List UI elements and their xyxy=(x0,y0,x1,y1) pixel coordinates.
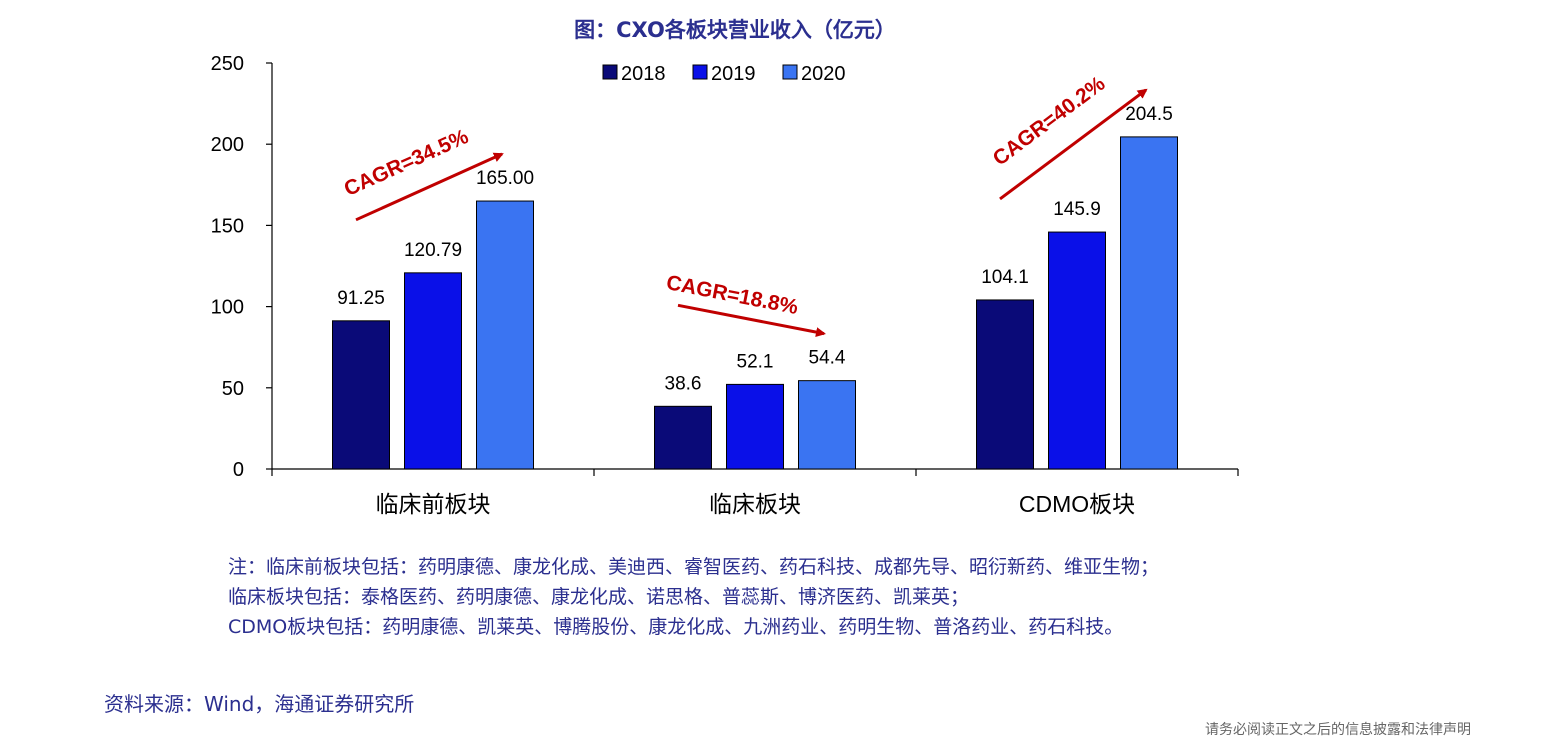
x-tick-label: 临床板块 xyxy=(709,491,801,517)
bar xyxy=(1120,136,1178,470)
bar xyxy=(798,380,856,470)
y-tick-label: 100 xyxy=(211,297,244,319)
cagr-arrow xyxy=(677,303,826,338)
cagr-label: CAGR=18.8% xyxy=(664,271,800,319)
data-label: 91.25 xyxy=(337,288,385,309)
chart-title: 图：CXO各板块营业收入（亿元） xyxy=(574,18,896,42)
y-tick-label: 50 xyxy=(222,378,244,400)
x-tick-label: 临床前板块 xyxy=(376,491,491,517)
data-label: 104.1 xyxy=(981,267,1029,288)
data-label: 120.79 xyxy=(404,240,462,261)
bar xyxy=(476,200,534,470)
cagr-arrow xyxy=(999,88,1148,201)
legend-swatch xyxy=(782,64,798,80)
bar xyxy=(404,272,462,470)
y-tick-label: 200 xyxy=(211,134,244,156)
data-label: 54.4 xyxy=(809,348,846,369)
legend-swatch xyxy=(602,64,618,80)
y-tick-label: 250 xyxy=(211,53,244,75)
legend-label: 2018 xyxy=(621,63,666,85)
data-label: 165.00 xyxy=(476,168,534,189)
bar-chart: 0 50 100 150 200 250 临床前板块 临床板块 CDMO板块 91.25 120.… xyxy=(211,53,1239,517)
legend-label: 2019 xyxy=(711,63,756,85)
disclaimer-text: 请务必阅读正文之后的信息披露和法律声明 xyxy=(1205,722,1471,738)
y-tick-label: 150 xyxy=(211,215,244,237)
note-line-cdmo: CDMO板块包括：药明康德、凯莱英、博腾股份、康龙化成、九洲药业、药明生物、普洛… xyxy=(228,616,1124,638)
cagr-label: CAGR=34.5% xyxy=(341,125,473,201)
data-label: 204.5 xyxy=(1125,104,1173,125)
data-label: 38.6 xyxy=(665,373,702,394)
data-label: 52.1 xyxy=(737,351,774,372)
bar xyxy=(726,383,784,470)
bar xyxy=(332,320,390,470)
source-text: 资料来源：Wind，海通证券研究所 xyxy=(104,692,415,716)
legend-swatch xyxy=(692,64,708,80)
cagr-arrow xyxy=(355,152,504,222)
legend-label: 2020 xyxy=(801,63,846,85)
bar xyxy=(1048,231,1106,470)
cagr-label: CAGR=40.2% xyxy=(989,72,1110,171)
note-line-preclinical: 注：临床前板块包括：药明康德、康龙化成、美迪西、睿智医药、药石科技、成都先导、昭… xyxy=(228,556,1160,578)
data-label: 145.9 xyxy=(1053,199,1101,220)
bar xyxy=(976,299,1034,470)
bar xyxy=(654,405,712,470)
y-tick-label: 0 xyxy=(233,459,244,481)
note-line-clinical: 临床板块包括：泰格医药、药明康德、康龙化成、诺思格、普蕊斯、博济医药、凯莱英； xyxy=(228,586,970,608)
x-tick-label: CDMO板块 xyxy=(1019,491,1135,517)
